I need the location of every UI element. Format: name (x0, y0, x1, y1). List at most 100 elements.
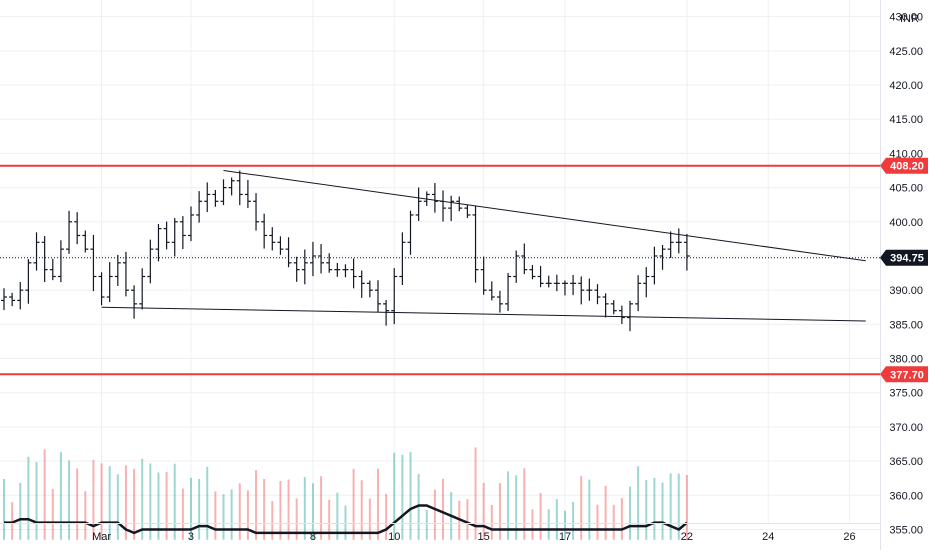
volume-bar (165, 472, 168, 540)
volume-bar (572, 501, 575, 540)
ohlc-bar (269, 227, 276, 251)
ohlc-bar (643, 267, 650, 298)
volume-bar (563, 510, 566, 540)
volume-bar (311, 483, 314, 540)
price-axis[interactable]: 355.00 360.00 365.00 370.00 375.00 380.00 385.… (889, 12, 923, 537)
ohlc-bar (480, 256, 487, 295)
volume-bar (645, 479, 648, 540)
y-tick-label: 380.00 (889, 354, 923, 366)
trend-line (101, 306, 866, 322)
volume-bar (133, 468, 136, 540)
ohlc-bar (358, 270, 365, 298)
ohlc-bar (212, 190, 219, 207)
grid (0, 0, 880, 530)
x-tick-label: 17 (559, 531, 571, 543)
volume-bar (425, 509, 428, 540)
volume-bar (352, 468, 355, 540)
price-label: 394.75 (880, 249, 928, 266)
horizontal-levels[interactable] (0, 164, 880, 376)
volume-bar (596, 504, 599, 540)
ohlc-bar (155, 224, 162, 262)
volume-average-polyline (4, 504, 688, 535)
volume-bar (368, 498, 371, 540)
volume-bar (11, 502, 14, 540)
ohlc-bar (82, 230, 89, 253)
ohlc-bar (9, 292, 16, 307)
ohlc-bar (399, 232, 406, 286)
x-tick-label: Mar (92, 531, 111, 543)
volume-bar (498, 483, 501, 540)
ohlc-bar (423, 191, 430, 206)
ohlc-bar (171, 218, 178, 257)
volume-bar (141, 458, 144, 540)
volume-bar (271, 500, 274, 540)
ohlc-bar (66, 210, 73, 254)
volume-bar (401, 454, 404, 540)
y-tick-label: 390.00 (889, 285, 923, 297)
ohlc-bars (1, 170, 690, 332)
volume-bar (181, 488, 184, 540)
x-tick-label: 24 (762, 531, 774, 543)
ohlc-bar (545, 275, 552, 288)
ohlc-bar (98, 272, 105, 306)
ohlc-bar (228, 177, 235, 196)
ohlc-bar (131, 285, 138, 319)
ohlc-bar (602, 293, 609, 318)
volume-bar (116, 474, 119, 540)
ohlc-bar (90, 234, 97, 292)
y-tick-label: 355.00 (889, 524, 923, 536)
volume-bar (19, 482, 22, 540)
trend-lines[interactable] (101, 170, 866, 322)
ohlc-bar (74, 212, 81, 245)
ohlc-bar (106, 262, 113, 303)
ohlc-bar (683, 233, 690, 271)
volume-bar (263, 479, 266, 540)
volume-bar (222, 494, 225, 540)
volume-bar (376, 468, 379, 540)
ohlc-bar (342, 264, 349, 278)
volume-bar (35, 462, 38, 540)
y-tick-label: 420.00 (889, 80, 923, 92)
volume-bar (246, 490, 249, 540)
volume-bar (629, 486, 632, 540)
ohlc-bar (114, 254, 121, 287)
ohlc-bar (610, 300, 617, 315)
x-tick-label: 15 (478, 531, 490, 543)
ohlc-bar (293, 256, 300, 282)
ohlc-bar (261, 213, 268, 249)
volume-bar (206, 466, 209, 540)
ohlc-bar (618, 305, 625, 325)
volume-bar (490, 504, 493, 540)
volume-bar (474, 447, 477, 540)
volume-bar (279, 481, 282, 540)
ohlc-bar (521, 243, 528, 275)
ohlc-bar (236, 170, 243, 206)
y-tick-label: 405.00 (889, 183, 923, 195)
volume-bar (685, 475, 688, 540)
y-tick-label: 375.00 (889, 388, 923, 400)
y-tick-label: 360.00 (889, 490, 923, 502)
ohlc-bar (196, 191, 203, 223)
volume-bar (360, 480, 363, 540)
y-tick-label: 400.00 (889, 217, 923, 229)
volume-bar (230, 489, 233, 540)
x-tick-label: 3 (188, 531, 194, 543)
ohlc-bar (635, 275, 642, 312)
ohlc-bar (448, 195, 455, 222)
ohlc-bar (204, 182, 211, 213)
volume-bar (149, 463, 152, 540)
volume-bar (677, 473, 680, 540)
ohlc-bar (675, 228, 682, 254)
ohlc-bar (472, 205, 479, 283)
volume-bar (612, 504, 615, 540)
y-tick-label: 410.00 (889, 148, 923, 160)
volume-bar (588, 479, 591, 540)
volume-bar (515, 475, 518, 540)
x-tick-label: 22 (681, 531, 693, 543)
time-axis[interactable]: Mar 3 8 10 15 17 22 24 26 (92, 531, 856, 543)
ohlc-bar (496, 290, 503, 313)
volume-bar (669, 473, 672, 540)
ohlc-bar (122, 251, 129, 297)
